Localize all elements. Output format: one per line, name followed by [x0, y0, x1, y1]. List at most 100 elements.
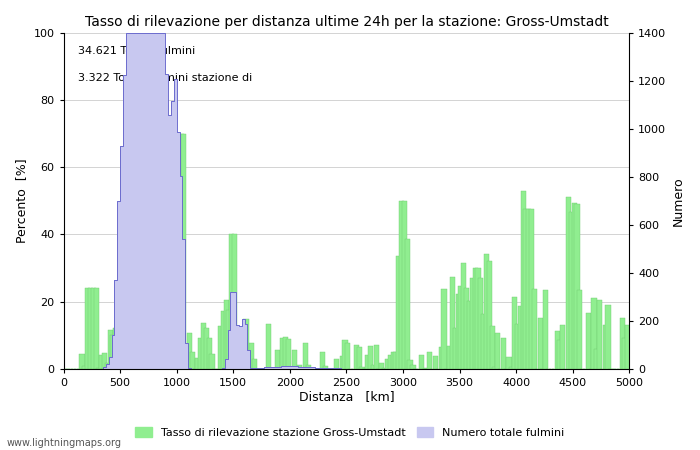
- Bar: [342, 340, 348, 369]
- Bar: [125, 325, 130, 369]
- Bar: [133, 358, 139, 369]
- Bar: [402, 201, 407, 369]
- Bar: [130, 343, 136, 369]
- Bar: [356, 347, 362, 369]
- Bar: [184, 349, 189, 369]
- Bar: [489, 326, 495, 369]
- Bar: [532, 289, 537, 369]
- Bar: [249, 343, 254, 369]
- Bar: [252, 359, 257, 369]
- Bar: [575, 203, 580, 369]
- Bar: [447, 346, 452, 369]
- Bar: [204, 328, 209, 369]
- Bar: [280, 338, 286, 369]
- Bar: [345, 342, 351, 369]
- Bar: [162, 361, 167, 369]
- Bar: [518, 306, 523, 369]
- Bar: [178, 134, 183, 369]
- Bar: [167, 341, 172, 369]
- Bar: [467, 301, 472, 369]
- Bar: [170, 327, 175, 369]
- Bar: [220, 311, 226, 369]
- Bar: [102, 353, 107, 369]
- Bar: [625, 325, 631, 369]
- Bar: [385, 359, 390, 369]
- Bar: [141, 338, 147, 369]
- Bar: [144, 339, 150, 369]
- Bar: [464, 288, 469, 369]
- Bar: [439, 347, 444, 369]
- Bar: [515, 324, 520, 369]
- Bar: [88, 288, 93, 369]
- Bar: [139, 351, 144, 369]
- Bar: [379, 363, 384, 369]
- Bar: [481, 314, 486, 369]
- Bar: [97, 368, 102, 369]
- Bar: [323, 366, 328, 369]
- Bar: [407, 360, 413, 369]
- Bar: [181, 134, 186, 369]
- Y-axis label: Numero: Numero: [672, 176, 685, 225]
- Bar: [153, 359, 158, 369]
- Bar: [622, 338, 628, 369]
- Text: 3.322 Totale fulmini stazione di: 3.322 Totale fulmini stazione di: [78, 73, 252, 83]
- Bar: [94, 288, 99, 369]
- Bar: [198, 338, 204, 369]
- Bar: [603, 325, 608, 369]
- Bar: [368, 346, 373, 369]
- Bar: [164, 357, 169, 369]
- Bar: [79, 355, 85, 369]
- Bar: [393, 352, 398, 369]
- Bar: [227, 310, 232, 369]
- Bar: [306, 364, 311, 369]
- Y-axis label: Percento  [%]: Percento [%]: [15, 158, 28, 243]
- Bar: [554, 331, 560, 369]
- Bar: [586, 313, 591, 369]
- X-axis label: Distanza   [km]: Distanza [km]: [299, 391, 394, 404]
- Bar: [150, 347, 155, 369]
- Bar: [453, 328, 458, 369]
- Bar: [340, 356, 345, 369]
- Bar: [495, 333, 500, 369]
- Bar: [424, 368, 430, 369]
- Bar: [190, 352, 195, 369]
- Bar: [433, 356, 438, 369]
- Bar: [410, 365, 416, 369]
- Bar: [147, 346, 153, 369]
- Bar: [507, 356, 512, 369]
- Bar: [230, 234, 235, 369]
- Bar: [396, 256, 401, 369]
- Bar: [187, 333, 192, 369]
- Bar: [176, 355, 181, 369]
- Bar: [592, 298, 596, 369]
- Bar: [560, 325, 566, 369]
- Bar: [399, 201, 404, 369]
- Bar: [91, 288, 96, 369]
- Bar: [568, 212, 574, 369]
- Bar: [371, 365, 376, 369]
- Bar: [484, 254, 489, 369]
- Bar: [111, 335, 116, 369]
- Bar: [391, 352, 395, 369]
- Bar: [85, 288, 90, 369]
- Bar: [274, 351, 280, 369]
- Bar: [195, 358, 200, 369]
- Text: 34.621 Totale fulmini: 34.621 Totale fulmini: [78, 46, 195, 56]
- Bar: [543, 290, 549, 369]
- Bar: [127, 334, 133, 369]
- Bar: [298, 364, 302, 369]
- Bar: [365, 356, 370, 369]
- Bar: [597, 301, 602, 369]
- Bar: [232, 234, 237, 369]
- Bar: [374, 346, 379, 369]
- Bar: [620, 318, 625, 369]
- Bar: [529, 209, 534, 369]
- Bar: [283, 338, 288, 369]
- Bar: [108, 330, 113, 369]
- Bar: [105, 363, 110, 369]
- Bar: [359, 367, 365, 369]
- Bar: [113, 328, 118, 369]
- Bar: [427, 352, 433, 369]
- Bar: [510, 367, 514, 369]
- Bar: [223, 300, 229, 369]
